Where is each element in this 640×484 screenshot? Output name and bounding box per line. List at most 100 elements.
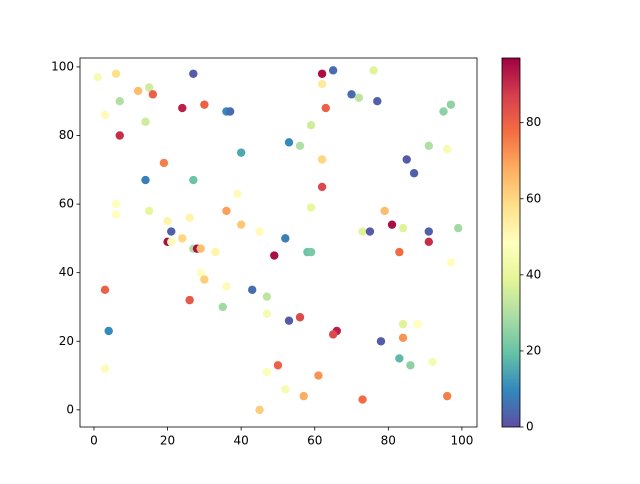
scatter-point	[247, 285, 257, 295]
scatter-point	[115, 97, 124, 106]
scatter-point	[178, 103, 187, 113]
x-tick-label: 20	[160, 434, 175, 448]
y-tick-label: 100	[51, 59, 74, 73]
scatter-point	[200, 100, 209, 109]
colorbar-tick-label: 0	[526, 420, 534, 434]
scatter-point	[442, 391, 452, 401]
scatter-point	[402, 155, 411, 164]
scatter-point	[376, 337, 386, 346]
scatter-point	[317, 155, 327, 164]
scatter-point	[369, 66, 378, 75]
scatter-point	[454, 223, 463, 233]
scatter-point	[218, 302, 227, 312]
scatter-point	[144, 206, 154, 216]
scatter-point	[354, 93, 364, 102]
scatter-point	[306, 121, 316, 130]
scatter-point	[314, 371, 323, 380]
scatter-point	[442, 145, 452, 154]
y-tick-label: 20	[59, 334, 74, 348]
scatter-point	[284, 316, 294, 325]
scatter-point	[273, 361, 283, 370]
y-tick-label: 0	[66, 402, 74, 416]
scatter-point	[347, 90, 356, 99]
scatter-point	[424, 141, 434, 150]
scatter-point	[189, 69, 198, 78]
scatter-point	[111, 199, 121, 209]
scatter-point	[398, 223, 408, 233]
y-tick-label: 60	[59, 197, 74, 211]
scatter-point	[424, 227, 434, 236]
scatter-point	[321, 103, 330, 113]
scatter-point	[196, 244, 205, 253]
scatter-point	[141, 117, 150, 126]
scatter-point	[409, 169, 419, 178]
scatter-point	[233, 189, 242, 199]
scatter-point	[104, 326, 113, 336]
scatter-point	[196, 268, 205, 277]
scatter-point	[365, 227, 375, 236]
scatter-point	[159, 158, 169, 168]
scatter-point	[270, 251, 279, 260]
scatter-point	[111, 210, 121, 219]
scatter-point	[100, 285, 110, 295]
colorbar-tick-label: 40	[526, 267, 541, 281]
scatter-point	[262, 292, 272, 301]
colorbar	[501, 57, 521, 428]
scatter-point	[133, 86, 143, 96]
scatter-point	[262, 367, 272, 377]
scatter-point	[446, 258, 456, 267]
scatter-point	[178, 234, 187, 243]
scatter-point	[111, 69, 121, 78]
scatter-point	[295, 141, 305, 150]
scatter-point	[328, 66, 338, 75]
x-tick-label: 0	[90, 434, 98, 448]
scatter-point	[358, 227, 367, 236]
scatter-point	[424, 237, 434, 247]
scatter-point	[163, 217, 172, 226]
x-tick-label: 60	[307, 434, 322, 448]
plot-frame	[79, 57, 478, 428]
scatter-point	[211, 247, 220, 257]
scatter-point	[373, 97, 382, 106]
x-tick-label: 100	[450, 434, 473, 448]
scatter-point	[398, 333, 408, 343]
scatter-point	[281, 234, 290, 243]
colorbar-tick-label: 80	[526, 115, 541, 129]
scatter-point	[189, 175, 198, 185]
scatter-point	[306, 247, 316, 257]
scatter-point	[148, 90, 158, 99]
scatter-point	[281, 385, 290, 394]
scatter-point	[295, 313, 305, 322]
scatter-point	[236, 148, 246, 157]
scatter-point	[395, 354, 404, 363]
scatter-point	[115, 131, 124, 140]
scatter-point	[413, 319, 422, 329]
scatter-point	[167, 227, 176, 236]
scatter-point	[446, 100, 456, 109]
scatter-point	[398, 319, 408, 329]
scatter-point	[262, 309, 272, 319]
scatter-point	[93, 73, 102, 82]
scatter-point	[380, 206, 389, 216]
scatter-point	[317, 182, 327, 192]
scatter-point	[439, 107, 448, 116]
scatter-point	[144, 83, 154, 92]
scatter-point	[185, 213, 194, 223]
scatter-point	[299, 391, 308, 401]
scatter-point	[255, 227, 264, 236]
scatter-point	[428, 357, 437, 367]
scatter-point	[306, 203, 316, 212]
scatter-point	[317, 69, 327, 78]
scatter-point	[185, 295, 194, 305]
scatter-point	[406, 361, 415, 370]
scatter-point	[387, 220, 397, 229]
scatter-point	[222, 282, 231, 291]
scatter-point	[284, 138, 294, 147]
colorbar-tick-label: 60	[526, 191, 541, 205]
scatter-point	[200, 275, 209, 284]
scatter-point	[328, 330, 338, 339]
scatter-point	[100, 364, 110, 373]
scatter-point	[395, 247, 404, 257]
x-tick-label: 40	[234, 434, 249, 448]
